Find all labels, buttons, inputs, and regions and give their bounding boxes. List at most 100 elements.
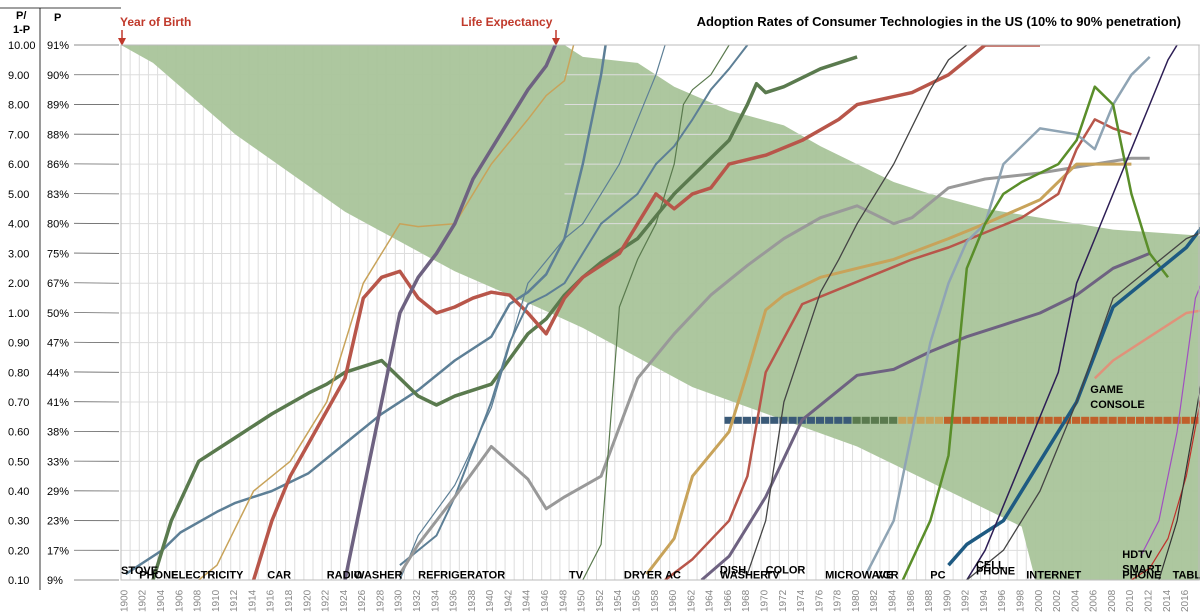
series-label: RADIO <box>327 570 363 582</box>
x-tick-label: 1974 <box>796 589 807 612</box>
x-tick-label: 1922 <box>321 589 332 612</box>
y-pct-label: 9% <box>47 575 63 587</box>
x-tick-label: 1908 <box>193 589 204 612</box>
x-tick-label: 1978 <box>833 589 844 612</box>
x-tick-label: 1976 <box>814 589 825 612</box>
x-tick-label: 1952 <box>595 589 606 612</box>
x-tick-label: 1986 <box>906 589 917 612</box>
x-tick-label: 1980 <box>851 589 862 612</box>
x-tick-label: 1984 <box>888 589 899 612</box>
y-pct-label: 44% <box>47 367 69 379</box>
milestone-band-cell <box>1090 416 1099 424</box>
y-odds-header-1: P/ <box>16 10 26 22</box>
y-pct-label: 88% <box>47 129 69 141</box>
x-tick-label: 1942 <box>503 589 514 612</box>
series-line-hdtv <box>1140 285 1200 557</box>
milestone-band-cell <box>916 416 925 424</box>
milestone-band-cell <box>1007 416 1017 424</box>
y-pct-label: 86% <box>47 159 69 171</box>
y-pct-label: 89% <box>47 100 69 112</box>
milestone-band-cell <box>1163 416 1172 424</box>
series-label: ELECTRICITY <box>171 570 244 582</box>
x-tick-label: 1906 <box>174 589 185 612</box>
y-connector <box>73 312 120 314</box>
x-tick-label: 1914 <box>247 589 258 612</box>
milestone-band-cell <box>989 416 998 424</box>
series-line-internet <box>966 232 1200 580</box>
x-tick-label: 1968 <box>741 589 752 612</box>
series-label: INTERNET <box>1026 570 1081 582</box>
series-label: TV <box>766 570 781 582</box>
series-line-pc <box>947 226 1200 567</box>
series-line-vcr <box>901 85 1169 580</box>
series-label: STOVE <box>121 565 158 577</box>
series-label: WASHER <box>354 570 402 582</box>
x-tick-label: 1972 <box>778 589 789 612</box>
milestone-band-cell <box>870 416 879 424</box>
y-pct-label: 83% <box>47 189 69 201</box>
y-odds-label: 0.90 <box>8 338 29 350</box>
milestone-band-cell <box>834 416 843 424</box>
series-line-tablet <box>1158 385 1200 580</box>
y-odds-label: 6.00 <box>8 159 29 171</box>
series-label: PHONE <box>976 566 1015 578</box>
milestone-band-cell <box>1035 416 1044 424</box>
y-odds-label: 3.00 <box>8 248 29 260</box>
milestone-band-cell <box>724 416 733 424</box>
y-pct-label: 23% <box>47 516 69 528</box>
y-odds-label: 1.00 <box>8 308 29 320</box>
milestone-band-cell <box>1081 416 1090 424</box>
series-label: PC <box>930 570 945 582</box>
milestone-band-cell <box>907 416 916 424</box>
x-tick-label: 1920 <box>302 589 313 612</box>
x-tick-label: 2008 <box>1107 589 1118 612</box>
milestone-band-cell <box>1017 416 1026 424</box>
x-tick-label: 1912 <box>229 589 240 612</box>
x-tick-label: 1948 <box>558 589 569 612</box>
milestone-band-cell <box>962 416 971 424</box>
series-label: PHONE <box>139 570 178 582</box>
series-label: CAR <box>267 570 291 582</box>
series-label: WASHER <box>720 570 768 582</box>
y-pct-label: 80% <box>47 219 69 231</box>
milestone-band-cell <box>943 416 953 424</box>
y-pct-label: 90% <box>47 70 69 82</box>
x-tick-label: 1988 <box>924 589 935 612</box>
y-odds-label: 0.60 <box>8 427 29 439</box>
milestone-band-cell <box>788 416 797 424</box>
x-tick-label: 1962 <box>686 589 697 612</box>
milestone-band-cell <box>779 416 788 424</box>
milestone-band-cell <box>733 416 742 424</box>
milestone-band-cell <box>843 416 852 424</box>
y-odds-label: 8.00 <box>8 100 29 112</box>
series-label: HDTV <box>1122 549 1153 561</box>
milestone-band-cell <box>925 416 934 424</box>
x-tick-label: 1932 <box>412 589 423 612</box>
milestone-band-cell <box>815 416 825 424</box>
y-odds-label: 4.00 <box>8 219 29 231</box>
milestone-band-cell <box>806 416 815 424</box>
arrow-life-head <box>552 38 560 46</box>
milestone-band-cell <box>1108 416 1117 424</box>
x-tick-label: 1958 <box>650 589 661 612</box>
x-tick-label: 1992 <box>961 589 972 612</box>
x-tick-label: 1956 <box>631 589 642 612</box>
x-tick-label: 1950 <box>577 589 588 612</box>
milestone-band-cell <box>825 416 834 424</box>
y-pct-label: 91% <box>47 40 69 52</box>
milestone-band-cell <box>889 416 898 424</box>
series-label: DRYER <box>624 570 662 582</box>
y-pct-label: 17% <box>47 545 69 557</box>
milestone-band-cell <box>742 416 751 424</box>
y-pct-label: 67% <box>47 278 69 290</box>
milestone-band-cell <box>998 416 1007 424</box>
milestone-band-cell <box>1044 416 1053 424</box>
milestone-band-cell <box>934 416 943 424</box>
y-odds-header-2: 1-P <box>13 24 30 36</box>
x-tick-label: 1990 <box>942 589 953 612</box>
series-label: TV <box>569 570 584 582</box>
series-line-refrigerator <box>399 45 749 566</box>
annotation-life: Life Expectancy <box>461 15 553 29</box>
x-tick-label: 1928 <box>375 589 386 612</box>
